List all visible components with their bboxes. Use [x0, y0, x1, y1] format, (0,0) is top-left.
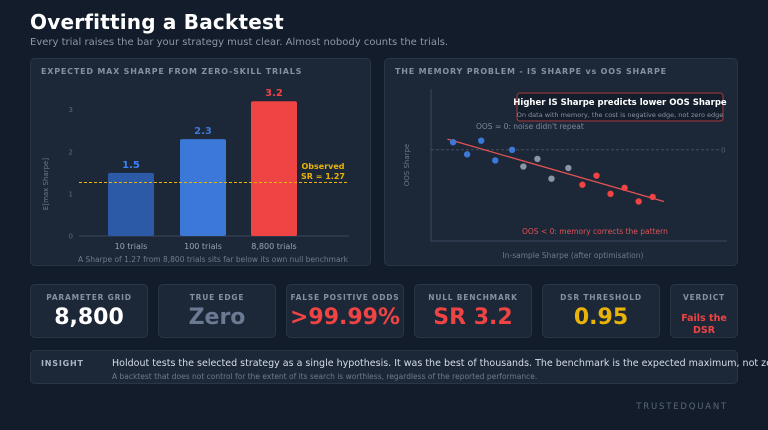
insight-bar: INSIGHT Holdout tests the selected strat… [30, 350, 768, 384]
kpi-label: NULL BENCHMARK [428, 293, 518, 302]
kpi-value: 0.95 [573, 305, 629, 330]
brand-logo-text: TRUSTEDQUANT [636, 402, 728, 412]
page-subtitle: Every trial raises the bar your strategy… [30, 37, 449, 48]
kpi-parameter-grid: PARAMETER GRID 8,800 [30, 284, 148, 338]
scatter-point-7 [534, 155, 541, 163]
scatter-point-5 [508, 146, 516, 153]
kpi-label: VERDICT [683, 293, 725, 302]
y-tick-label: 0 [69, 233, 73, 241]
expected-max-sharpe-panel: EXPECTED MAX SHARPE FROM ZERO-SKILL TRIA… [30, 58, 371, 266]
callout-text: On data with memory, the cost is negativ… [517, 111, 724, 119]
scatter-point-1 [449, 139, 457, 146]
bar-value-label: 1.5 [122, 160, 140, 171]
insight-sub-text: A backtest that does not control for the… [112, 372, 538, 381]
scatter-point-4 [492, 157, 499, 164]
scatter-point-10 [579, 181, 586, 188]
callout-box [516, 92, 724, 122]
kpi-label: PARAMETER GRID [46, 293, 132, 302]
x-category-label: 10 trials [115, 242, 148, 251]
x-category-label: 100 trials [184, 242, 222, 251]
y-tick-label: 2 [69, 148, 73, 156]
y-axis-label: E[max Sharpe] [42, 158, 50, 210]
kpi-null-benchmark: NULL BENCHMARK SR 3.2 [414, 284, 532, 338]
page-title: Overfitting a Backtest [30, 10, 284, 34]
scatter-y-label: OOS Sharpe [403, 144, 411, 187]
memory-problem-panel: THE MEMORY PROBLEM - IS SHARPE vs OOS SH… [384, 58, 738, 266]
kpi-false-positive-odds: FALSE POSITIVE ODDS >99.99% [286, 284, 404, 338]
y-tick-label: 3 [69, 106, 73, 114]
scatter-point-14 [635, 198, 642, 205]
trend-line [447, 138, 665, 203]
scatter-chart-title: THE MEMORY PROBLEM - IS SHARPE vs OOS SH… [395, 67, 667, 76]
scatter-point-2 [463, 151, 471, 158]
kpi-true-edge: TRUE EDGE Zero [158, 284, 276, 338]
kpi-dsr-threshold: DSR THRESHOLD 0.95 [542, 284, 660, 338]
scatter-point-11 [593, 172, 600, 179]
kpi-value: >99.99% [289, 305, 401, 330]
verdict-line2: DSR [692, 325, 716, 336]
scatter-point-9 [565, 164, 572, 172]
scatter-x-label: In-sample Sharpe (after optimisation) [503, 251, 644, 260]
scatter-point-12 [607, 190, 614, 198]
bar-2 [180, 139, 226, 236]
memory-label: OOS < 0: memory corrects the pattern [522, 227, 668, 236]
kpi-value: Zero [188, 305, 246, 330]
kpi-verdict: VERDICT Fails the DSR [670, 284, 738, 338]
zero-tick-label: 0 [721, 146, 725, 154]
scatter-point-3 [477, 137, 485, 144]
kpi-label: FALSE POSITIVE ODDS [290, 293, 400, 302]
y-tick-label: 1 [69, 190, 73, 198]
observed-label-line2: SR = 1.27 [301, 172, 345, 181]
scatter-chart: 0 OOS Sharpe In-sample Sharpe (after opt… [403, 89, 727, 260]
insight-main-text: Holdout tests the selected strategy as a… [112, 358, 768, 369]
bar-3 [251, 101, 297, 236]
kpi-value: SR 3.2 [433, 305, 513, 330]
callout-title: Higher IS Sharpe predicts lower OOS Shar… [513, 98, 727, 108]
scatter-point-6 [520, 163, 527, 170]
x-category-label: 8,800 trials [251, 242, 296, 251]
kpi-label: DSR THRESHOLD [560, 293, 642, 302]
observed-label-line1: Observed [301, 162, 344, 171]
bar-value-label: 3.2 [265, 88, 283, 99]
kpi-value: 8,800 [54, 305, 124, 330]
verdict-value: Fails the DSR [671, 313, 737, 337]
scatter-point-8 [548, 175, 555, 182]
insight-label: INSIGHT [41, 359, 84, 368]
verdict-line1: Fails the [681, 313, 727, 324]
bar-chart: E[max Sharpe] 0 1 2 3 1.5 10 trials 2.3 100 tr… [42, 88, 349, 264]
bar-value-label: 2.3 [194, 126, 212, 137]
bar-1 [108, 172, 154, 236]
noise-label: OOS ≈ 0: noise didn't repeat [476, 122, 584, 131]
scatter-point-13 [621, 184, 628, 191]
bar-chart-title: EXPECTED MAX SHARPE FROM ZERO-SKILL TRIA… [41, 67, 303, 76]
bar-chart-caption: A Sharpe of 1.27 from 8,800 trials sits … [78, 255, 349, 264]
kpi-label: TRUE EDGE [189, 293, 245, 302]
scatter-point-15 [649, 193, 656, 201]
